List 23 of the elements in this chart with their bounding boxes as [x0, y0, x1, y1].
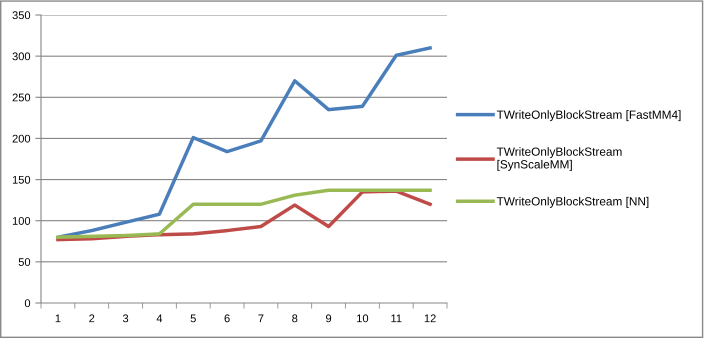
y-tick-label: 300	[12, 52, 30, 60]
x-tick-label: 7	[258, 314, 264, 322]
y-tick-label: 250	[12, 94, 30, 102]
y-tick-label: 50	[18, 258, 30, 266]
x-tick-label: 12	[424, 314, 436, 322]
legend-label: TWriteOnlyBlockStream [NN]	[496, 196, 648, 208]
x-tick-label: 9	[326, 314, 332, 322]
legend-label: TWriteOnlyBlockStream [SynScaleMM]	[496, 147, 622, 171]
x-tick-label: 10	[357, 314, 368, 322]
y-tick-label: 0	[24, 299, 30, 308]
x-tick-label: 8	[292, 314, 298, 322]
legend-label: TWriteOnlyBlockStream [FastMM4]	[496, 110, 681, 122]
y-tick-label: 100	[12, 216, 30, 225]
x-tick-label: 3	[122, 314, 128, 322]
x-tick-label: 5	[190, 314, 196, 322]
y-tick-label: 350	[12, 11, 30, 20]
x-tick-label: 6	[224, 314, 230, 322]
x-tick-label: 4	[156, 314, 162, 322]
y-tick-label: 200	[12, 134, 30, 143]
y-tick-label: 150	[12, 176, 30, 184]
x-tick-label: 11	[391, 314, 402, 322]
x-tick-label: 1	[56, 314, 60, 322]
x-tick-label: 2	[89, 314, 94, 322]
